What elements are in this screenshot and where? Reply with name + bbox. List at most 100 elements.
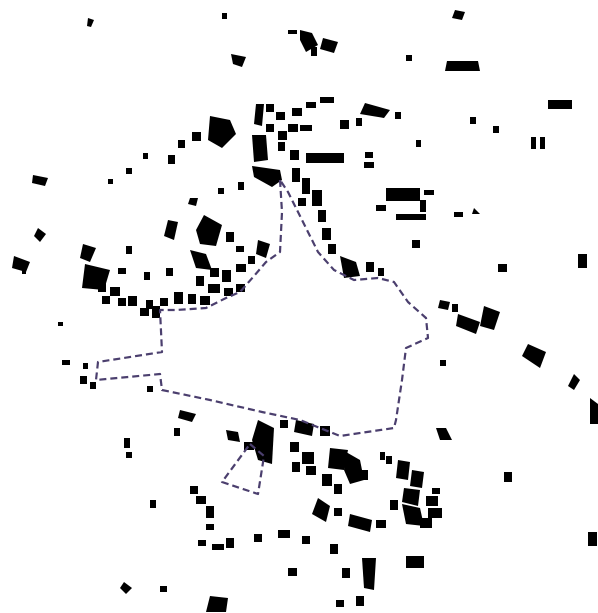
building — [356, 118, 362, 126]
building — [236, 246, 244, 252]
building — [110, 287, 120, 296]
building — [196, 215, 222, 246]
building — [80, 376, 87, 384]
building — [143, 153, 148, 159]
building — [80, 244, 96, 262]
building — [62, 360, 70, 365]
building — [174, 428, 180, 436]
building — [208, 284, 220, 293]
building — [164, 220, 178, 240]
building — [406, 55, 412, 61]
building — [288, 124, 298, 132]
building — [312, 498, 330, 522]
building — [428, 508, 442, 518]
building — [206, 506, 214, 518]
building — [402, 504, 424, 526]
building — [336, 600, 344, 607]
building — [318, 210, 326, 222]
building — [396, 214, 426, 220]
building — [160, 586, 167, 592]
building — [540, 137, 545, 149]
building — [438, 300, 450, 310]
building — [362, 558, 376, 590]
building — [254, 534, 262, 542]
building — [210, 268, 219, 277]
building — [278, 142, 285, 151]
building — [300, 125, 312, 131]
building — [87, 18, 94, 27]
building — [248, 256, 255, 264]
building — [278, 131, 287, 140]
building — [58, 322, 63, 326]
building — [140, 308, 149, 316]
building — [292, 462, 300, 472]
building — [252, 135, 268, 162]
boundary-main — [94, 178, 430, 438]
building — [102, 296, 110, 304]
building — [126, 246, 132, 254]
building — [498, 264, 507, 272]
building — [266, 124, 274, 132]
building — [168, 155, 175, 164]
building — [328, 244, 336, 254]
building — [386, 456, 392, 464]
building — [290, 150, 299, 160]
building — [206, 524, 214, 530]
building — [300, 30, 318, 52]
building — [568, 374, 580, 390]
building — [320, 38, 338, 53]
building — [410, 470, 424, 488]
building — [218, 188, 224, 194]
building — [340, 256, 360, 278]
building — [322, 228, 331, 240]
building — [238, 182, 244, 190]
building — [588, 532, 597, 546]
building — [120, 582, 132, 594]
building — [188, 198, 198, 206]
building — [34, 228, 46, 242]
building — [288, 30, 297, 34]
building — [146, 300, 153, 309]
building — [292, 168, 300, 182]
building — [244, 442, 254, 450]
building — [252, 166, 282, 187]
building — [456, 314, 480, 334]
building — [196, 496, 206, 504]
building — [147, 386, 153, 392]
building — [192, 132, 201, 141]
building — [480, 306, 500, 330]
building — [548, 100, 572, 109]
building — [292, 108, 302, 116]
building — [330, 544, 338, 554]
building — [452, 10, 465, 20]
building — [276, 112, 285, 120]
building — [395, 112, 401, 119]
building — [470, 117, 476, 124]
building — [288, 568, 297, 576]
building — [412, 240, 420, 248]
building — [334, 484, 342, 494]
building — [190, 250, 212, 270]
building — [126, 452, 132, 458]
building — [432, 488, 440, 494]
building — [83, 363, 88, 369]
building — [402, 488, 420, 506]
building — [178, 140, 185, 148]
building — [108, 179, 113, 184]
building — [252, 420, 274, 464]
building — [126, 168, 132, 174]
building — [320, 97, 334, 103]
building — [294, 420, 314, 436]
building — [196, 276, 204, 286]
building — [118, 268, 126, 274]
building — [200, 296, 210, 305]
building — [212, 544, 224, 550]
buildings-layer — [12, 10, 598, 612]
boundary-south-triangle — [220, 442, 266, 496]
building — [118, 298, 126, 306]
building — [32, 175, 48, 186]
building — [190, 486, 198, 494]
building — [128, 296, 137, 306]
building — [306, 153, 344, 163]
